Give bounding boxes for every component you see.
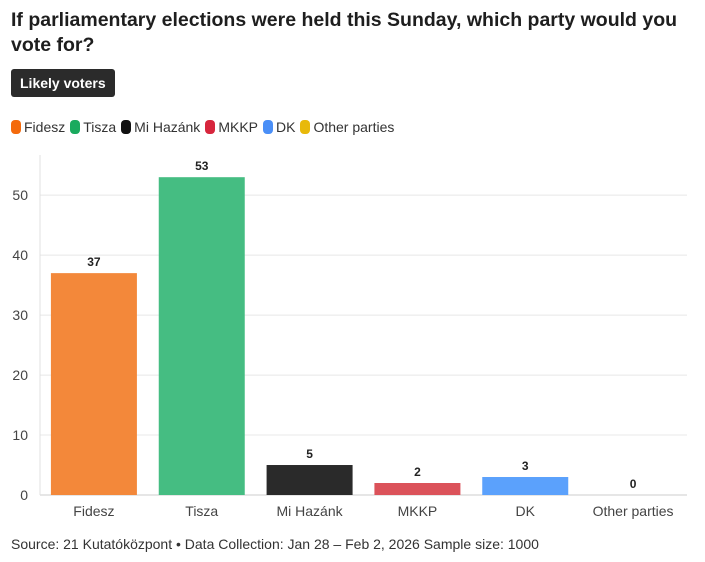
bar — [374, 483, 461, 495]
x-tick-label: Other parties — [593, 503, 674, 519]
data-label: 37 — [87, 255, 101, 269]
legend-item[interactable]: Other parties — [300, 119, 394, 135]
likely-voters-badge[interactable]: Likely voters — [11, 69, 115, 97]
data-label: 5 — [306, 447, 313, 461]
y-tick-label: 20 — [12, 367, 28, 383]
x-tick-label: MKKP — [398, 503, 438, 519]
legend-label: DK — [276, 119, 296, 135]
x-tick-label: Tisza — [185, 503, 218, 519]
chart-title: If parliamentary elections were held thi… — [11, 9, 678, 56]
y-tick-label: 0 — [20, 487, 28, 503]
legend-swatch — [70, 120, 81, 134]
legend-swatch — [205, 120, 216, 134]
y-tick-label: 10 — [12, 427, 28, 443]
legend-item[interactable]: Tisza — [70, 119, 116, 135]
y-tick-label: 40 — [12, 247, 28, 263]
source-note: Source: 21 Kutatóközpont • Data Collecti… — [11, 536, 539, 552]
bar — [158, 177, 245, 495]
legend-swatch — [300, 120, 311, 134]
bar — [50, 273, 137, 495]
data-label: 0 — [630, 477, 637, 491]
bar — [482, 477, 569, 495]
legend-label: MKKP — [218, 119, 258, 135]
legend-item[interactable]: MKKP — [205, 119, 258, 135]
legend-label: Other parties — [313, 119, 395, 135]
data-label: 2 — [414, 465, 421, 479]
legend-swatch — [121, 120, 132, 134]
x-tick-label: DK — [516, 503, 536, 519]
x-tick-label: Fidesz — [73, 503, 114, 519]
legend-item[interactable]: DK — [263, 119, 295, 135]
legend-label: Tisza — [83, 119, 117, 135]
legend-label: Mi Hazánk — [134, 119, 201, 135]
x-tick-label: Mi Hazánk — [277, 503, 344, 519]
legend-label: Fidesz — [24, 119, 66, 135]
legend-item[interactable]: Fidesz — [11, 119, 65, 135]
y-tick-label: 30 — [12, 307, 28, 323]
legend-swatch — [263, 120, 273, 134]
data-label: 3 — [522, 459, 529, 473]
y-tick-label: 50 — [12, 187, 28, 203]
bar — [266, 465, 353, 495]
legend: Fidesz Tisza Mi Hazánk MKKP DK Other parties — [11, 119, 394, 135]
legend-item[interactable]: Mi Hazánk — [121, 119, 200, 135]
legend-swatch — [11, 120, 21, 134]
data-label: 53 — [195, 159, 209, 173]
